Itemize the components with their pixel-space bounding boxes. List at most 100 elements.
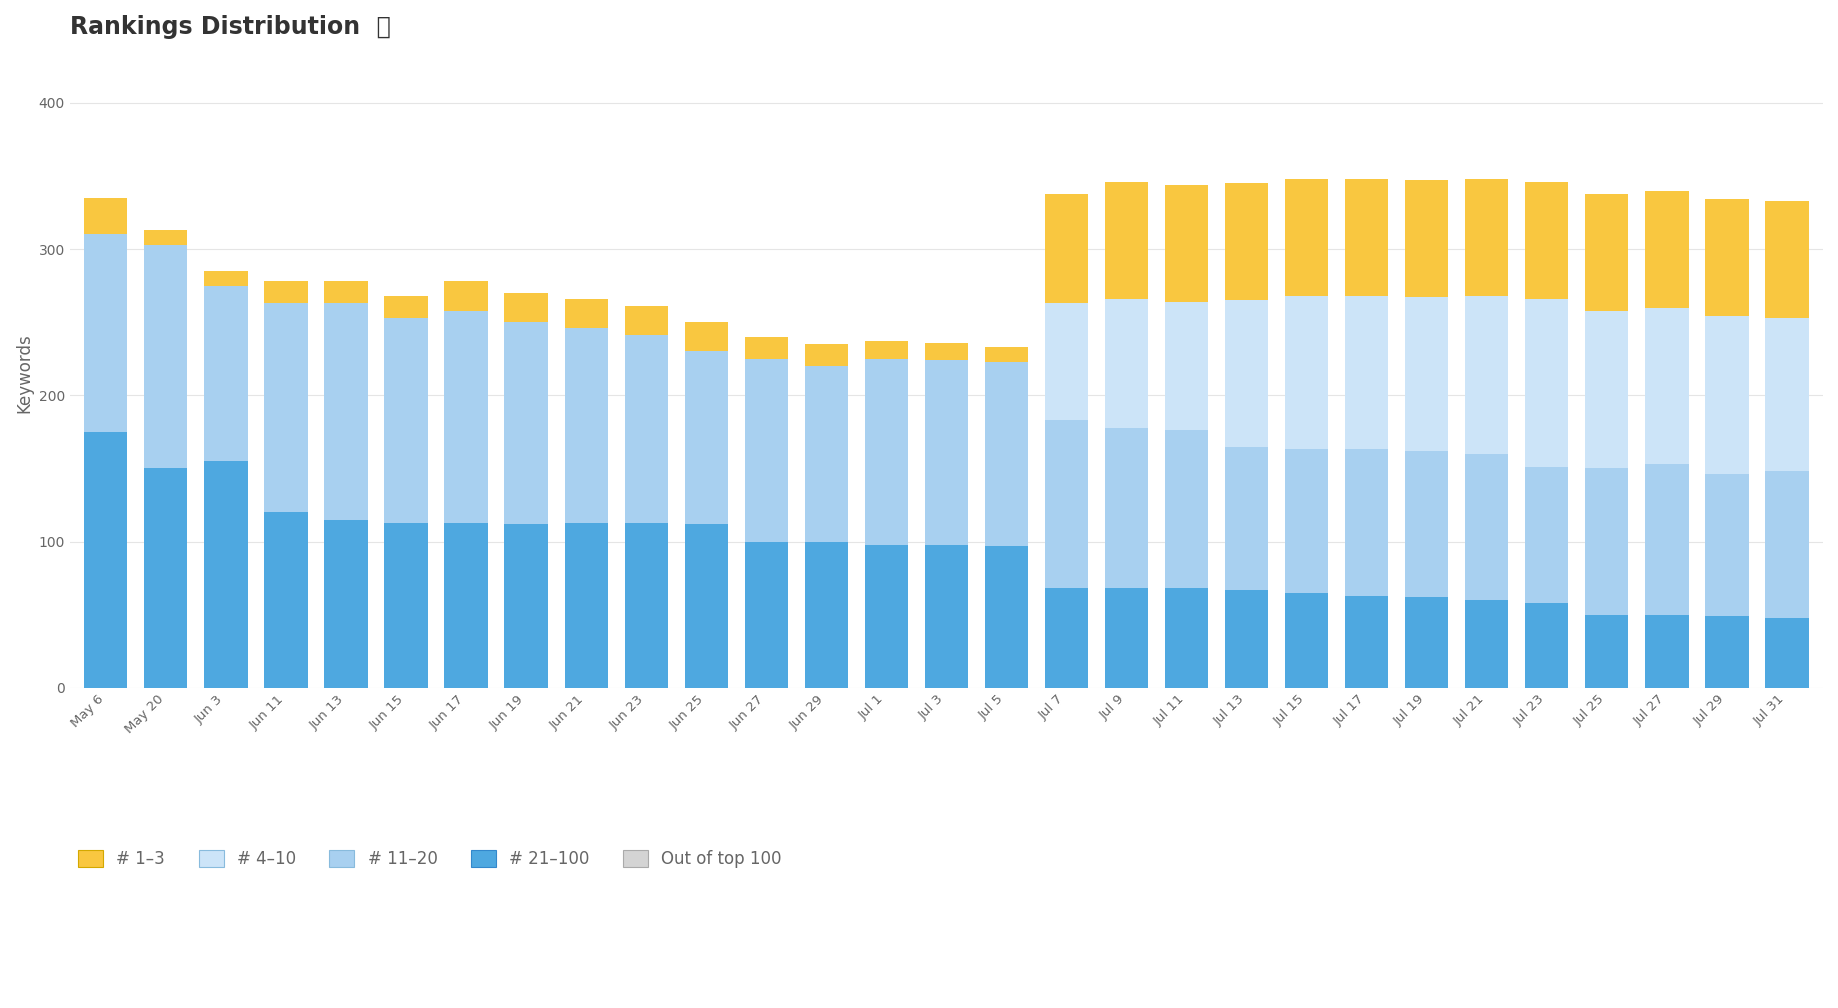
Bar (1285, 450, 1329, 593)
Bar (265, 512, 307, 687)
Bar (744, 541, 789, 687)
Bar (1404, 180, 1448, 297)
Bar (864, 359, 908, 544)
Bar (1645, 307, 1689, 464)
Bar (323, 520, 368, 687)
Bar (265, 303, 307, 512)
Bar (323, 281, 368, 303)
Bar (805, 541, 847, 687)
Bar (985, 362, 1027, 546)
Bar (1584, 310, 1628, 469)
Bar (384, 318, 428, 522)
Bar (1584, 469, 1628, 615)
Bar (504, 323, 548, 524)
Bar (625, 306, 667, 336)
Bar (1044, 194, 1088, 303)
Legend: # 1–3, # 4–10, # 11–20, # 21–100, Out of top 100: # 1–3, # 4–10, # 11–20, # 21–100, Out of… (79, 850, 781, 868)
Bar (1706, 317, 1748, 475)
Bar (1645, 464, 1689, 615)
Bar (1105, 589, 1149, 687)
Bar (143, 245, 187, 469)
Bar (1404, 297, 1448, 451)
Bar (1764, 618, 1809, 687)
Bar (1285, 296, 1329, 450)
Bar (204, 462, 248, 687)
Bar (1165, 184, 1208, 301)
Bar (1105, 298, 1149, 427)
Bar (1764, 318, 1809, 472)
Bar (1764, 472, 1809, 618)
Bar (985, 546, 1027, 687)
Bar (1764, 201, 1809, 318)
Bar (1706, 475, 1748, 616)
Bar (85, 431, 127, 687)
Bar (744, 359, 789, 541)
Bar (564, 522, 608, 687)
Bar (1224, 590, 1268, 687)
Bar (204, 285, 248, 462)
Bar (1105, 181, 1149, 298)
Bar (1345, 450, 1388, 596)
Bar (1645, 615, 1689, 687)
Bar (1584, 615, 1628, 687)
Bar (323, 303, 368, 520)
Bar (1224, 300, 1268, 447)
Bar (384, 522, 428, 687)
Bar (1404, 451, 1448, 597)
Bar (1044, 303, 1088, 420)
Bar (925, 360, 969, 544)
Bar (864, 544, 908, 687)
Bar (1044, 589, 1088, 687)
Bar (1465, 296, 1509, 454)
Bar (504, 524, 548, 687)
Bar (1526, 467, 1568, 603)
Bar (1465, 454, 1509, 600)
Bar (805, 344, 847, 366)
Bar (985, 347, 1027, 362)
Bar (625, 522, 667, 687)
Bar (1526, 181, 1568, 298)
Bar (684, 323, 728, 352)
Bar (564, 328, 608, 522)
Bar (445, 310, 487, 522)
Bar (925, 544, 969, 687)
Bar (1285, 593, 1329, 687)
Bar (1706, 616, 1748, 687)
Bar (85, 235, 127, 431)
Bar (1584, 194, 1628, 310)
Bar (1345, 178, 1388, 296)
Bar (504, 293, 548, 323)
Bar (684, 524, 728, 687)
Bar (1165, 430, 1208, 589)
Bar (1706, 200, 1748, 317)
Bar (265, 281, 307, 303)
Bar (1404, 597, 1448, 687)
Bar (1224, 447, 1268, 590)
Bar (864, 342, 908, 359)
Bar (1465, 600, 1509, 687)
Bar (1465, 178, 1509, 296)
Bar (445, 281, 487, 310)
Y-axis label: Keywords: Keywords (15, 334, 33, 413)
Bar (1526, 603, 1568, 687)
Bar (384, 296, 428, 318)
Bar (625, 336, 667, 522)
Bar (564, 298, 608, 328)
Bar (1105, 427, 1149, 589)
Bar (1526, 298, 1568, 467)
Bar (1345, 596, 1388, 687)
Bar (1224, 183, 1268, 300)
Bar (1645, 191, 1689, 307)
Bar (805, 366, 847, 541)
Bar (1345, 296, 1388, 450)
Bar (1165, 301, 1208, 430)
Text: Rankings Distribution  ⓘ: Rankings Distribution ⓘ (70, 15, 390, 39)
Bar (143, 230, 187, 245)
Bar (925, 343, 969, 360)
Bar (1285, 178, 1329, 296)
Bar (1165, 589, 1208, 687)
Bar (143, 469, 187, 687)
Bar (684, 352, 728, 524)
Bar (744, 337, 789, 359)
Bar (1044, 420, 1088, 589)
